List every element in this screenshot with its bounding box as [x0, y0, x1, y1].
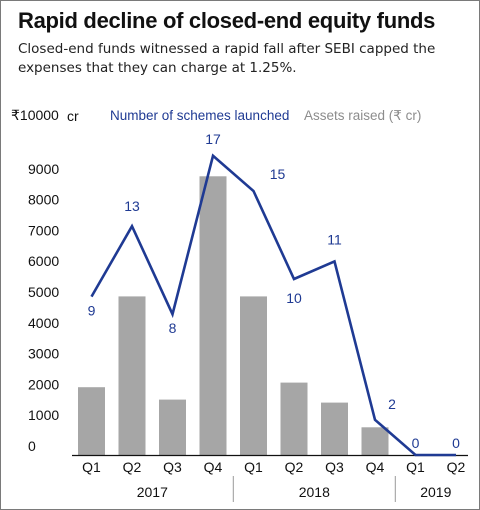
y-tick-label: 1000 [28, 407, 59, 423]
bar [199, 176, 227, 456]
line-value-label: 0 [452, 435, 460, 451]
bar [240, 296, 267, 455]
chart-subtitle: Closed-end funds witnessed a rapid fall … [18, 41, 436, 76]
y-axis: 0 1000 2000 3000 4000 5000 6000 7000 8000 9000 ₹10… [11, 107, 59, 454]
y-tick-label: 5000 [28, 284, 59, 300]
y-tick-label: 9000 [28, 161, 59, 177]
bar-series [78, 176, 389, 456]
bar [118, 296, 146, 455]
legend-assets-label: Assets raised (₹ cr) [304, 108, 421, 123]
y-tick-label: 4000 [28, 315, 59, 331]
legend-schemes-label: Number of schemes launched [110, 108, 289, 123]
y-tick-label: 0 [28, 438, 36, 454]
bar [361, 427, 389, 455]
line-series [90, 153, 456, 457]
x-year-label: 2018 [299, 484, 330, 500]
line-value-label: 9 [88, 303, 96, 319]
line-value-label: 17 [205, 131, 221, 147]
y-tick-label: 2000 [28, 376, 59, 392]
y-tick-label: 8000 [28, 192, 59, 208]
y-axis-unit: cr [67, 108, 79, 124]
line-value-label: 11 [327, 231, 342, 247]
bar [321, 402, 348, 455]
y-tick-label: ₹10000 [11, 107, 59, 123]
y-tick-label: 3000 [28, 346, 59, 362]
bar [78, 387, 105, 455]
line-value-label: 15 [270, 166, 286, 182]
line-value-label: 8 [169, 320, 177, 336]
chart-title: Rapid decline of closed-end equity funds [18, 8, 436, 33]
x-tick-label: Q2 [447, 459, 466, 475]
x-tick-label: Q1 [406, 459, 425, 475]
x-tick-label: Q4 [366, 459, 385, 475]
line-point-labels: 9 13 8 17 15 10 11 2 0 0 [88, 131, 461, 451]
bar [280, 382, 308, 455]
line-value-label: 13 [124, 198, 140, 214]
x-tick-label: Q1 [82, 459, 101, 475]
x-axis: Q1 Q2 Q3 Q4 Q1 Q2 Q3 Q4 Q1 Q2 2017 2018 2019 [82, 459, 466, 502]
x-tick-label: Q2 [285, 459, 304, 475]
x-tick-label: Q2 [123, 459, 142, 475]
line-value-label: 10 [286, 290, 302, 306]
x-year-label: 2019 [420, 484, 451, 500]
x-tick-label: Q1 [244, 459, 263, 475]
x-tick-label: Q3 [325, 459, 344, 475]
y-tick-label: 6000 [28, 253, 59, 269]
line-value-label: 0 [412, 435, 420, 451]
line-value-label: 2 [388, 396, 396, 412]
x-year-label: 2017 [137, 484, 168, 500]
schemes-line [90, 153, 456, 457]
y-tick-label: 7000 [28, 222, 59, 238]
bar [159, 399, 186, 455]
legend: Number of schemes launched Assets raised… [110, 108, 421, 123]
x-tick-label: Q3 [163, 459, 182, 475]
x-tick-label: Q4 [204, 459, 223, 475]
